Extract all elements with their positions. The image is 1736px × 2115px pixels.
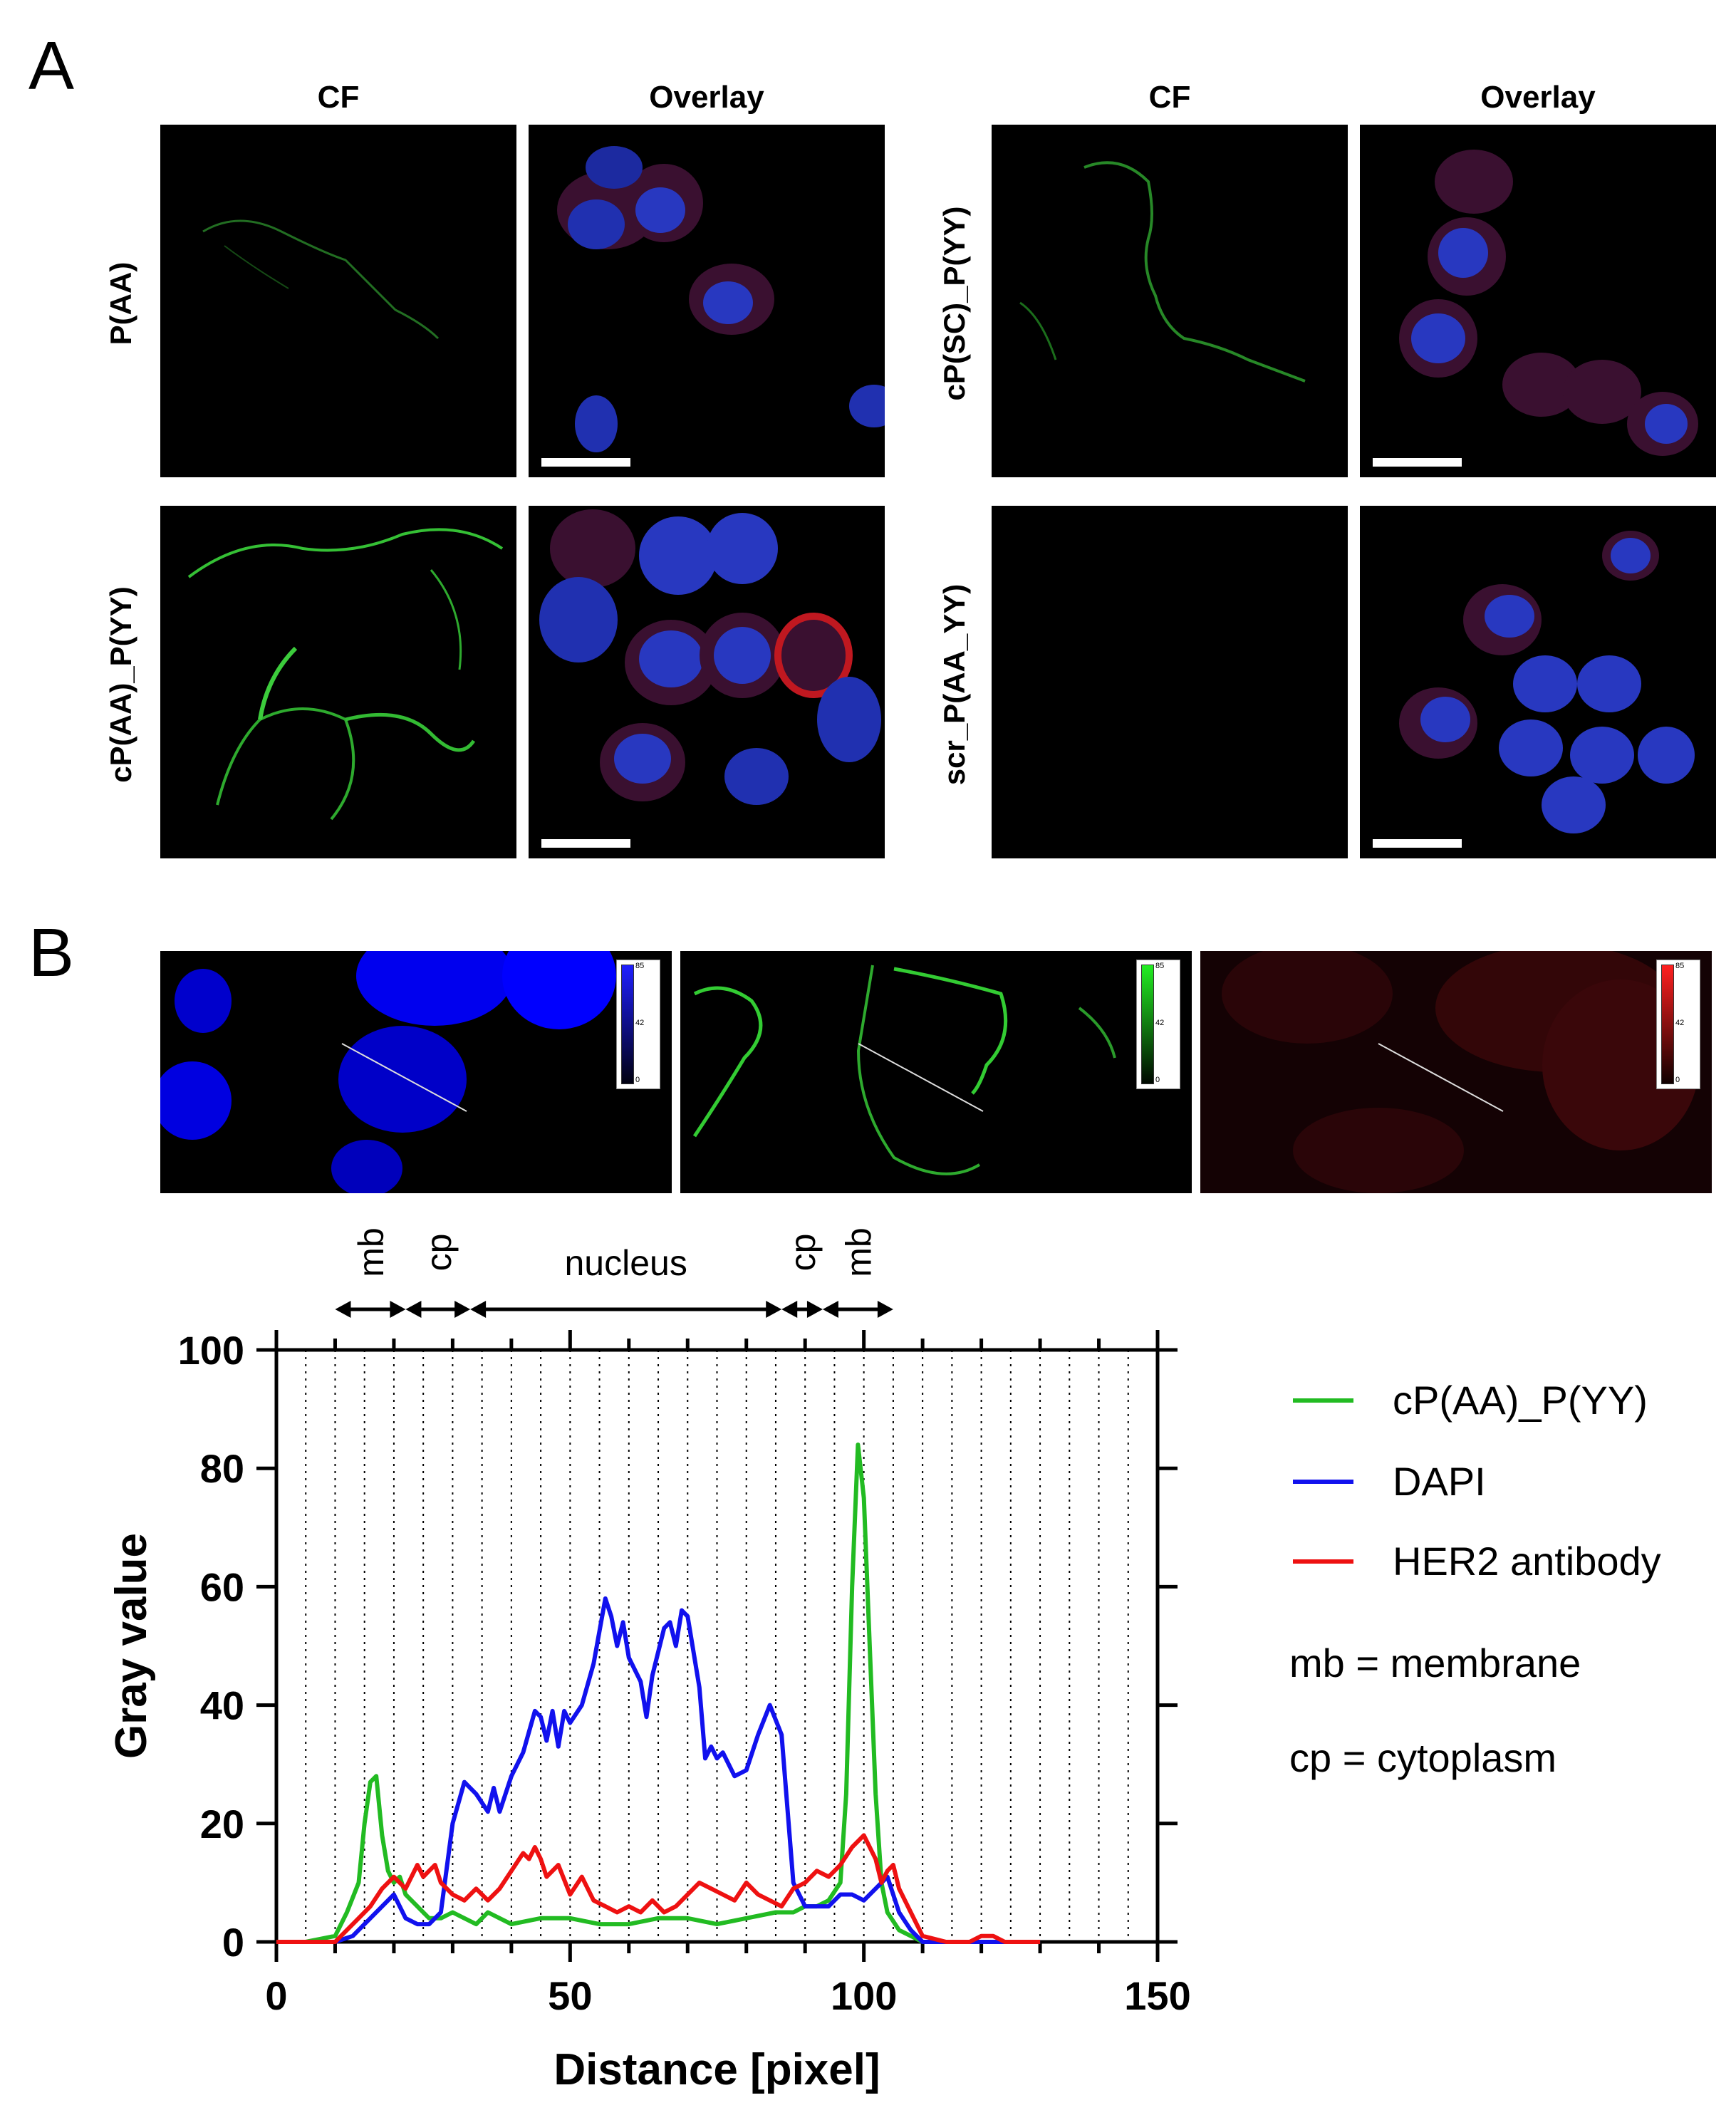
region-arrowhead bbox=[806, 1301, 823, 1318]
row-label-cpsc-pyy: cP(SC)_P(YY) bbox=[937, 206, 971, 401]
x-axis-label: Distance [pixel] bbox=[553, 2045, 880, 2094]
legend-swatch-cf bbox=[1293, 1398, 1353, 1403]
micrograph-cpsc-pyy-overlay bbox=[1360, 125, 1716, 477]
legend-label-cf: cP(AA)_P(YY) bbox=[1393, 1378, 1648, 1423]
x-tick-label: 50 bbox=[548, 1973, 592, 2018]
y-axis-label: Gray value bbox=[107, 1533, 156, 1759]
y-tick-label: 0 bbox=[222, 1920, 244, 1965]
legend-label-dapi: DAPI bbox=[1393, 1459, 1486, 1504]
colorbar: 85 42 0 bbox=[1656, 960, 1700, 1089]
series-line-0 bbox=[276, 1443, 1041, 1944]
micrograph-cpaa-pyy-overlay bbox=[529, 506, 885, 858]
y-tick-label: 20 bbox=[200, 1802, 244, 1846]
scale-bar bbox=[541, 458, 630, 467]
micrograph-cpaa-pyy-cf bbox=[160, 506, 516, 858]
series-line-2 bbox=[276, 1833, 1041, 1944]
micrograph-scr-paa-yy-overlay bbox=[1360, 506, 1716, 858]
region-arrowhead bbox=[877, 1301, 893, 1318]
colorbar-tick-mid: 42 bbox=[1675, 1019, 1685, 1027]
x-tick-label: 150 bbox=[1124, 1973, 1190, 2018]
colorbar: 85 42 0 bbox=[1136, 960, 1180, 1089]
colorbar-tick-min: 0 bbox=[1155, 1076, 1160, 1084]
line-profile-dapi-image: 85 42 0 bbox=[160, 951, 672, 1193]
line-profile-her2-image: 85 42 0 bbox=[1200, 951, 1712, 1193]
region-label: nucleus bbox=[565, 1243, 687, 1283]
col-header-overlay-left: Overlay bbox=[649, 80, 764, 115]
region-arrowhead bbox=[470, 1301, 487, 1318]
panel-a-letter: A bbox=[28, 28, 75, 104]
legend-swatch-dapi bbox=[1293, 1480, 1353, 1484]
colorbar-tick-min: 0 bbox=[635, 1076, 640, 1084]
x-tick-label: 100 bbox=[831, 1973, 897, 2018]
region-label: mb bbox=[351, 1227, 391, 1277]
colorbar-gradient bbox=[1661, 965, 1674, 1084]
col-header-overlay-right: Overlay bbox=[1480, 80, 1596, 115]
region-arrowhead bbox=[390, 1301, 406, 1318]
scale-bar bbox=[541, 839, 630, 848]
region-label: cp bbox=[419, 1234, 459, 1272]
region-label: mb bbox=[838, 1227, 878, 1277]
micrograph-paa-cf-image bbox=[202, 219, 440, 340]
legend-note-cytoplasm: cp = cytoplasm bbox=[1289, 1735, 1557, 1780]
line-profile-chart: 0 50 100 150 0 20 40 60 80 100 Distance [pixel] Gra… bbox=[107, 1227, 1191, 2094]
y-tick-label: 100 bbox=[178, 1328, 244, 1373]
region-arrowhead bbox=[766, 1301, 782, 1318]
micrograph-scr-paa-yy-overlay-image bbox=[1399, 531, 1695, 833]
x-tick-label: 0 bbox=[265, 1973, 287, 2018]
micrograph-cpsc-pyy-overlay-image bbox=[1399, 150, 1698, 456]
region-arrowhead bbox=[335, 1301, 351, 1318]
colorbar-gradient bbox=[1141, 965, 1154, 1084]
line-profile-her2-image-art bbox=[1200, 951, 1712, 1193]
row-label-paa: P(AA) bbox=[104, 261, 137, 345]
scale-bar bbox=[1373, 458, 1462, 467]
colorbar-tick-max: 85 bbox=[635, 962, 645, 970]
micrograph-cpaa-pyy-cf-image bbox=[187, 528, 504, 821]
micrograph-cpsc-pyy-cf bbox=[992, 125, 1348, 477]
legend-swatch-her2 bbox=[1293, 1559, 1353, 1564]
legend-label-her2: HER2 antibody bbox=[1393, 1539, 1661, 1584]
region-arrowhead bbox=[454, 1301, 471, 1318]
region-arrowhead bbox=[405, 1301, 422, 1318]
colorbar-tick-max: 85 bbox=[1675, 962, 1685, 970]
micrograph-paa-overlay-image bbox=[557, 146, 885, 452]
line-profile-cf-image-art bbox=[692, 965, 1116, 1175]
region-label: cp bbox=[783, 1234, 823, 1272]
row-label-cpaa-pyy: cP(AA)_P(YY) bbox=[104, 586, 137, 783]
row-label-scr-paa-yy: scr_P(AA_YY) bbox=[937, 583, 971, 786]
micrograph-paa-overlay bbox=[529, 125, 885, 477]
col-header-cf-right: CF bbox=[1148, 80, 1191, 115]
y-tick-label: 60 bbox=[200, 1564, 244, 1609]
colorbar-tick-min: 0 bbox=[1675, 1076, 1680, 1084]
legend-note-membrane: mb = membrane bbox=[1289, 1641, 1581, 1685]
region-arrowhead bbox=[822, 1301, 838, 1318]
col-header-cf-left: CF bbox=[317, 80, 360, 115]
y-tick-label: 40 bbox=[200, 1683, 244, 1728]
panel-b-letter: B bbox=[28, 915, 75, 991]
colorbar-gradient bbox=[621, 965, 634, 1084]
micrograph-cpsc-pyy-cf-image bbox=[1019, 161, 1306, 383]
line-profile-cf-image: 85 42 0 bbox=[680, 951, 1192, 1193]
region-arrowhead bbox=[781, 1301, 798, 1318]
colorbar-tick-mid: 42 bbox=[1155, 1019, 1165, 1027]
colorbar: 85 42 0 bbox=[616, 960, 660, 1089]
series-line-1 bbox=[276, 1596, 1041, 1944]
colorbar-tick-mid: 42 bbox=[635, 1019, 645, 1027]
micrograph-scr-paa-yy-cf bbox=[992, 506, 1348, 858]
scale-bar bbox=[1373, 839, 1462, 848]
colorbar-tick-max: 85 bbox=[1155, 962, 1165, 970]
micrograph-cpaa-pyy-overlay-image bbox=[539, 509, 881, 805]
micrograph-paa-cf bbox=[160, 125, 516, 477]
line-profile-dapi-image-art bbox=[160, 951, 616, 1193]
y-tick-label: 80 bbox=[200, 1446, 244, 1491]
